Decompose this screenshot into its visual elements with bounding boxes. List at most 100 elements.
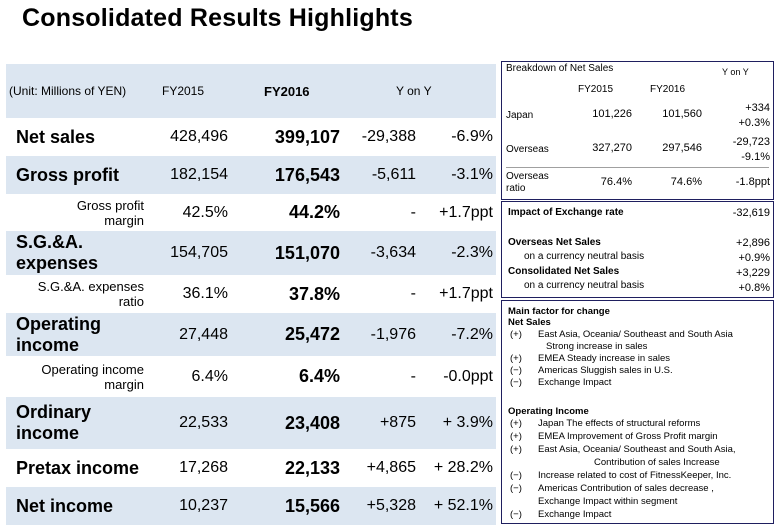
value-diff: -1,976 — [370, 325, 416, 343]
label-line: Operating — [16, 313, 102, 334]
factor-text: Strong increase in sales — [546, 341, 648, 352]
value-fy2015: 10,237 — [179, 497, 228, 514]
consolidated-neutral-label: on a currency neutral basis — [524, 280, 645, 291]
value-diff: -29,723 — [732, 136, 770, 148]
value-diff: - — [410, 285, 416, 302]
factor-item: (−) Increase related to cost of FitnessKe… — [508, 470, 731, 481]
value-fy2016: 25,472 — [284, 324, 340, 344]
table-row-pretax-income: Pretax income 17,268 22,133 +4,865 + 28.… — [6, 449, 496, 487]
factor-item: Exchange Impact within segment — [508, 496, 677, 507]
breakdown-panel: Breakdown of Net Sales Y on Y FY2015 FY2… — [501, 61, 774, 200]
label-line: income — [16, 423, 80, 443]
unit-label: (Unit: Millions of YEN) — [9, 84, 127, 98]
table-row-net-income: Net income 10,237 15,566 +5,328 + 52.1% — [6, 487, 496, 525]
minus-sign-icon: (−) — [510, 365, 522, 376]
value-fy2015: 428,496 — [170, 128, 228, 145]
page-title: Consolidated Results Highlights — [22, 4, 413, 32]
value-fy2015: 36.1% — [182, 285, 228, 302]
factor-item: (−) Americas Contribution of sales decrea… — [508, 483, 714, 494]
factor-item: Strong increase in sales — [508, 341, 647, 352]
factor-item: (+) East Asia, Oceania/ Southeast and Sou… — [508, 444, 736, 455]
factor-text: Exchange Impact — [538, 377, 612, 388]
label-line: Ordinary — [16, 402, 92, 422]
value-fy2016: 399,107 — [274, 126, 340, 147]
factor-text: Exchange Impact — [538, 509, 612, 520]
label-line: Operating income — [41, 361, 144, 377]
divider — [506, 167, 769, 168]
value-diff: -29,388 — [361, 128, 416, 145]
value-diff: +5,328 — [366, 497, 416, 514]
table-row-ordinary-income: Ordinary income 22,533 23,408 +875 + 3.9% — [6, 397, 496, 449]
value-fy2016: 101,560 — [662, 108, 702, 120]
impact-value: -32,619 — [732, 207, 770, 219]
label-line: expenses — [16, 253, 99, 273]
value-diff: -1.8ppt — [735, 176, 770, 188]
factor-text: East Asia, Oceania/ Southeast and South … — [538, 444, 736, 455]
value-fy2015: 27,448 — [179, 325, 228, 343]
factor-text: Contribution of sales Increase — [594, 457, 720, 468]
value-fy2016: 6.4% — [298, 366, 340, 386]
label-line: ratio — [118, 294, 144, 309]
table-row-operating-income: Operating income 27,448 25,472 -1,976 -7.… — [6, 313, 496, 356]
row-label: Overseas ratio — [506, 171, 549, 195]
header-fy2015: FY2015 — [162, 84, 205, 98]
label-line: S.G.&A. expenses — [37, 279, 144, 294]
minus-sign-icon: (−) — [510, 470, 522, 481]
factor-text: Exchange Impact within segment — [538, 496, 678, 507]
factor-text: Increase related to cost of FitnessKeepe… — [538, 470, 732, 481]
header-fy2016: FY2016 — [264, 83, 310, 99]
label-line: Overseas — [506, 171, 549, 182]
minus-sign-icon: (−) — [510, 483, 522, 494]
breakdown-fy2015-header: FY2015 — [578, 84, 614, 95]
table-row-gross-profit: Gross profit 182,154 176,543 -5,611 -3.1… — [6, 156, 496, 194]
factor-item: (−) Exchange Impact — [508, 509, 611, 520]
exchange-rate-panel: Impact of Exchange rate -32,619 Overseas… — [501, 201, 774, 298]
factor-text: Americas Contribution of sales decrease … — [538, 483, 714, 494]
value-fy2015: 42.5% — [182, 203, 228, 221]
value-fy2015: 17,268 — [179, 459, 228, 476]
value-fy2016: 297,546 — [662, 142, 702, 154]
table-row-net-sales: Net sales 428,496 399,107 -29,388 -6.9% — [6, 118, 496, 156]
impact-label: Impact of Exchange rate — [508, 207, 624, 218]
value-diff: +875 — [379, 414, 416, 431]
row-label: Net sales — [16, 126, 96, 147]
value-pct: +1.7ppt — [439, 285, 493, 302]
overseas-net-sales-value: +2,896 — [736, 237, 770, 249]
factor-item: (+) East Asia, Oceania/ Southeast and Sou… — [508, 329, 733, 340]
factor-text: Japan The effects of structural reforms — [538, 418, 701, 429]
value-pct: -2.3% — [451, 244, 493, 261]
minus-sign-icon: (−) — [510, 509, 522, 520]
value-diff: - — [410, 203, 416, 221]
row-label: Japan — [506, 110, 534, 121]
value-fy2015: 327,270 — [592, 142, 632, 154]
value-fy2015: 6.4% — [191, 367, 228, 385]
row-label: Gross profit — [16, 164, 120, 185]
value-diff: +4,865 — [366, 459, 416, 476]
row-label: S.G.&A. expenses — [6, 231, 144, 275]
factor-text: East Asia, Oceania/ Southeast and South … — [538, 329, 733, 340]
value-fy2015: 76.4% — [600, 176, 632, 188]
table-header: (Unit: Millions of YEN) FY2015 FY2016 Y … — [6, 64, 496, 118]
consolidated-net-sales-value: +3,229 — [736, 267, 770, 279]
table-row-gross-profit-margin: Gross profit margin 42.5% 44.2% - +1.7ppt — [6, 194, 496, 231]
label-line: S.G.&A. — [16, 232, 84, 252]
value-fy2015: 101,226 — [592, 108, 632, 120]
value-diff: +334 — [745, 102, 770, 114]
row-label: Net income — [16, 495, 114, 516]
value-fy2016: 151,070 — [274, 242, 340, 263]
value-diff: -3,634 — [370, 244, 416, 261]
row-label: Overseas — [506, 144, 549, 155]
factor-text: EMEA Steady increase in sales — [538, 353, 671, 364]
value-pct: + 52.1% — [433, 497, 493, 514]
header-yoy: Y on Y — [396, 84, 432, 98]
value-pct: +1.7ppt — [439, 203, 493, 221]
table-row-sga-ratio: S.G.&A. expenses ratio 36.1% 37.8% - +1.7… — [6, 275, 496, 313]
overseas-net-sales-label: Overseas Net Sales — [508, 237, 601, 248]
consolidated-net-sales-label: Consolidated Net Sales — [508, 266, 620, 277]
minus-sign-icon: (−) — [510, 377, 522, 388]
row-label: S.G.&A. expenses ratio — [6, 275, 144, 313]
row-label: Operating income margin — [6, 356, 144, 397]
plus-sign-icon: (+) — [510, 444, 522, 455]
value-pct: -3.1% — [451, 166, 493, 183]
plus-sign-icon: (+) — [510, 353, 522, 364]
